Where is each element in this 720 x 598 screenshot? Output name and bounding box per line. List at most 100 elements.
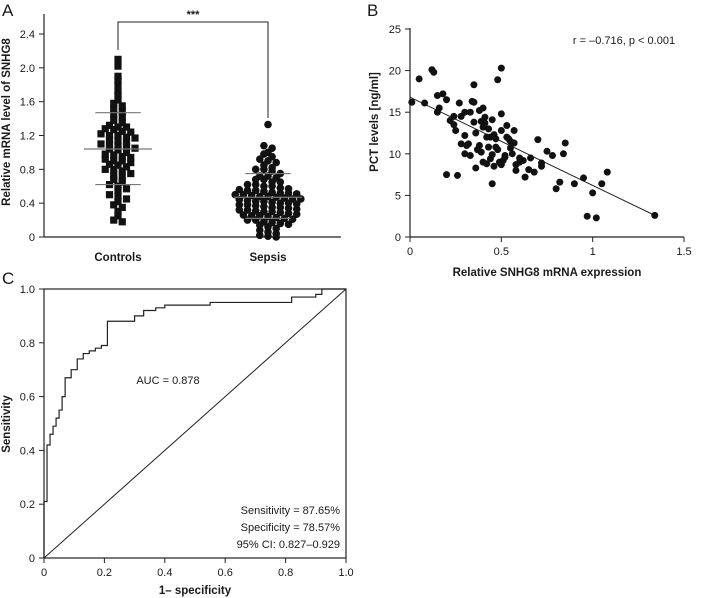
pct-data-point xyxy=(497,64,505,72)
pct-data-point xyxy=(510,139,518,147)
pct-data-point xyxy=(534,136,542,144)
pct-data-point xyxy=(461,108,469,116)
pct-data-point xyxy=(530,168,538,176)
controls-data-point xyxy=(97,140,105,148)
pct-data-point xyxy=(485,143,493,151)
panel-c: C Sensitivity 1– specificity 0 0.2 0.4 0.6 0… xyxy=(1,269,354,597)
pct-data-point xyxy=(433,92,441,100)
panel-b-y-tick-label: 25 xyxy=(389,24,401,36)
sepsis-data-point xyxy=(243,196,252,205)
panel-a-category-label: Sepsis xyxy=(249,252,286,264)
panel-a-letter: A xyxy=(2,1,14,20)
controls-data-point xyxy=(110,201,118,209)
panel-c-y-axis-label: Sensitivity xyxy=(1,395,13,453)
sepsis-data-point xyxy=(255,192,264,201)
pct-data-point xyxy=(505,135,513,143)
pct-data-point xyxy=(453,171,461,179)
controls-data-point xyxy=(105,136,114,144)
controls-data-point xyxy=(122,195,131,203)
panel-c-x-tick-label: 0 xyxy=(41,567,47,579)
pct-data-point xyxy=(506,144,514,152)
panel-c-letter: C xyxy=(2,269,14,288)
controls-data-point xyxy=(97,130,105,138)
sepsis-data-point xyxy=(276,184,285,192)
sepsis-data-point xyxy=(251,165,260,174)
sepsis-data-point xyxy=(260,141,268,150)
controls-data-point xyxy=(118,108,126,116)
controls-data-point xyxy=(114,72,122,80)
controls-data-point xyxy=(110,110,118,118)
pct-data-point xyxy=(538,162,546,170)
controls-data-point xyxy=(110,116,118,124)
pct-data-point xyxy=(470,98,478,106)
pct-data-point xyxy=(483,160,491,168)
controls-data-point xyxy=(114,192,122,200)
pct-data-point xyxy=(470,118,478,126)
sepsis-data-point xyxy=(264,172,272,180)
panel-c-y-tick-label: 0.4 xyxy=(20,445,35,457)
controls-data-point xyxy=(131,134,139,142)
panel-b-y-tick-label: 5 xyxy=(395,190,401,202)
controls-data-point xyxy=(118,157,126,165)
controls-data-point xyxy=(127,158,135,167)
controls-data-point xyxy=(122,133,131,141)
sepsis-data-point xyxy=(260,217,268,226)
controls-data-point xyxy=(105,191,114,199)
sepsis-data-point xyxy=(268,188,276,196)
significance-bracket xyxy=(117,21,269,118)
panel-b-y-tick-label: 20 xyxy=(389,66,401,78)
controls-data-point xyxy=(110,172,118,180)
pct-data-point xyxy=(443,171,451,179)
pct-data-point xyxy=(598,180,606,188)
controls-data-point xyxy=(131,144,139,152)
pct-data-point xyxy=(570,180,578,188)
pct-data-point xyxy=(466,108,474,116)
controls-data-point xyxy=(114,146,122,154)
panel-b-x-tick-label: 0 xyxy=(407,246,413,258)
pct-data-point xyxy=(443,96,451,104)
pct-data-point xyxy=(455,99,463,107)
panel-a-y-tick-label: 2.4 xyxy=(20,29,35,41)
pct-data-point xyxy=(439,90,447,98)
pct-data-point xyxy=(492,135,500,143)
panel-b-y-tick-label: 15 xyxy=(389,107,401,119)
pct-data-point xyxy=(497,127,505,135)
controls-data-point xyxy=(110,104,118,113)
panel-b-letter: B xyxy=(367,1,378,20)
controls-data-point xyxy=(114,96,122,104)
pct-data-point xyxy=(651,211,659,219)
pct-data-point xyxy=(592,214,600,222)
controls-data-point xyxy=(105,131,114,140)
pct-data-point xyxy=(580,174,588,182)
sepsis-data-point xyxy=(243,180,252,189)
panel-c-y-tick-label: 0.6 xyxy=(20,392,35,404)
pct-data-point xyxy=(408,98,416,106)
pct-data-point xyxy=(477,117,485,125)
pct-data-point xyxy=(516,158,524,166)
controls-data-point xyxy=(101,155,109,163)
sepsis-data-point xyxy=(272,224,281,233)
controls-data-point xyxy=(114,123,122,131)
reference-diagonal xyxy=(43,288,347,559)
pct-data-point xyxy=(559,150,567,158)
sepsis-data-point xyxy=(235,185,244,194)
controls-data-point xyxy=(122,148,131,157)
panel-a-y-tick-label: 1.6 xyxy=(20,97,35,109)
panel-b-y-axis-label: PCT levels [ng/ml] xyxy=(369,72,381,172)
controls-data-point xyxy=(105,160,114,168)
specificity-stat: Specificity = 78.57% xyxy=(241,522,341,534)
controls-data-point xyxy=(122,142,131,151)
pct-data-point xyxy=(548,151,556,159)
sepsis-data-point xyxy=(251,186,260,195)
sepsis-data-point xyxy=(255,155,264,163)
pct-data-point xyxy=(430,68,438,76)
controls-data-point xyxy=(118,174,126,182)
sepsis-data-point xyxy=(284,184,293,193)
pct-data-point xyxy=(415,75,423,83)
controls-data-point xyxy=(122,163,131,171)
panel-c-y-tick-label: 1.0 xyxy=(20,284,35,296)
pct-data-point xyxy=(463,141,471,149)
controls-data-point xyxy=(114,81,122,89)
controls-data-point xyxy=(114,131,122,140)
sepsis-data-point xyxy=(264,120,272,129)
